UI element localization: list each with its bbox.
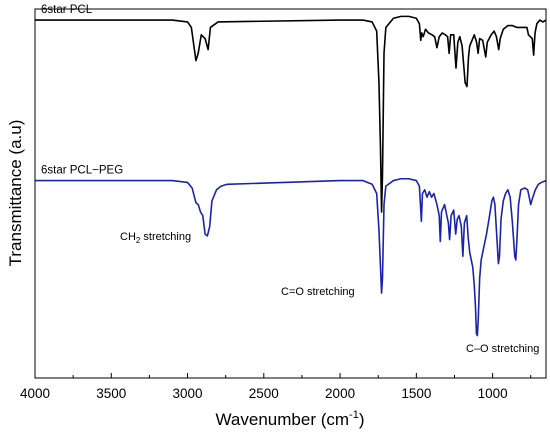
series-label-2: 6star PCL−PEG — [41, 165, 123, 177]
y-axis-title: Transmittance (a.u) — [6, 120, 25, 267]
series-lines — [35, 15, 547, 337]
x-axis-title: Wavenumber (cm-1) — [216, 409, 365, 429]
x-tick-label-2500: 2500 — [249, 386, 279, 401]
x-tick-label-3000: 3000 — [173, 386, 203, 401]
x-axis-ticks — [34, 373, 532, 378]
series-line-2 — [35, 177, 547, 337]
x-tick-label-1000: 1000 — [478, 386, 508, 401]
annotation-ch2-subscript: 2 — [136, 236, 141, 245]
plot-frame — [34, 8, 547, 379]
annotation-co-double-stretching: C=O stretching — [281, 286, 355, 298]
annotation-co-single-stretching: C–O stretching — [466, 343, 539, 355]
annotation-ch2-rest: stretching — [140, 231, 191, 243]
x-tick-label-3500: 3500 — [96, 386, 126, 401]
x-axis-title-close: ) — [359, 410, 365, 429]
series-labels: 6star PCL 6star PCL−PEG — [41, 4, 123, 177]
annotation-ch2-main: CH — [120, 231, 136, 243]
x-axis-title-superscript: -1 — [349, 409, 359, 421]
x-tick-label-2000: 2000 — [325, 386, 355, 401]
x-axis-title-main: Wavenumber (cm — [216, 410, 350, 429]
x-axis-tick-labels: 4000 3500 3000 2500 2000 1500 1000 — [20, 386, 508, 401]
x-tick-label-4000: 4000 — [20, 386, 50, 401]
series-label-1: 6star PCL — [41, 4, 93, 16]
x-tick-label-1500: 1500 — [401, 386, 431, 401]
annotation-ch2-stretching: CH2 stretching — [120, 231, 191, 245]
series-line-1 — [35, 15, 547, 213]
